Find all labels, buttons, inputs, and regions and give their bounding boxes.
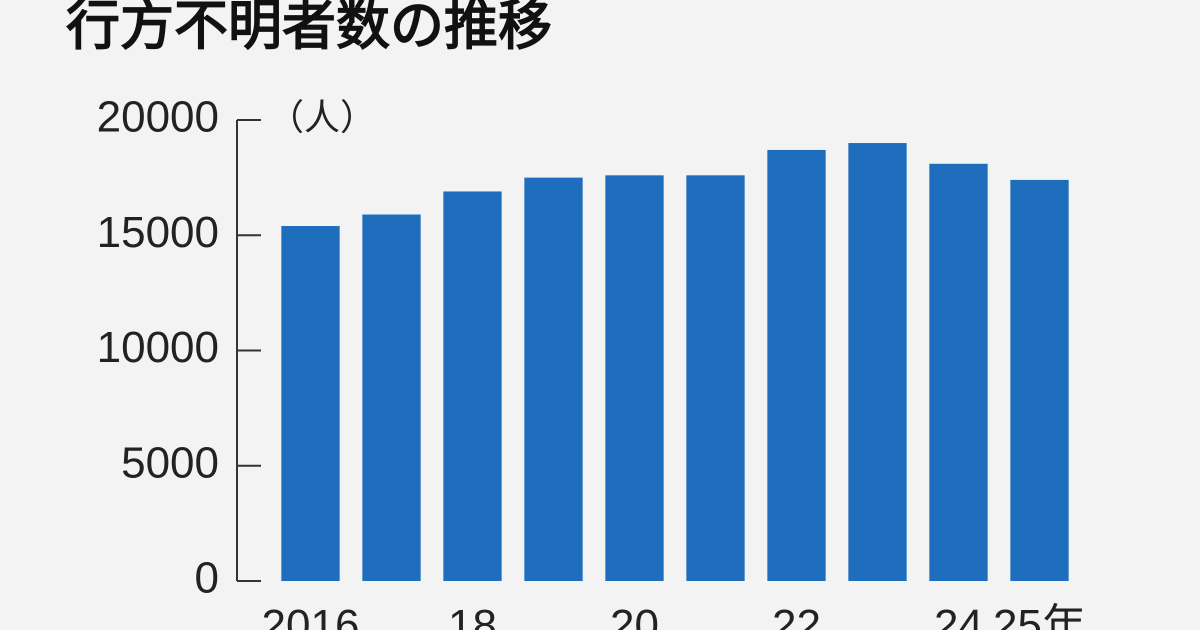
bar xyxy=(443,191,502,581)
bar xyxy=(605,175,664,581)
chart-title: 行方不明者数の推移 xyxy=(66,0,552,56)
x-tick-label: 25年 xyxy=(993,601,1086,630)
bar xyxy=(1010,179,1069,581)
x-tick-label: 24 xyxy=(934,601,983,630)
bar xyxy=(524,177,583,581)
y-axis-unit: （人） xyxy=(268,97,376,138)
x-tick-label: 2016 xyxy=(262,601,360,630)
bar xyxy=(929,163,988,582)
x-tick-label: 22 xyxy=(772,601,821,630)
y-tick-label: 10000 xyxy=(97,323,219,372)
x-tick-label: 18 xyxy=(448,601,497,630)
y-tick-label: 20000 xyxy=(97,93,219,142)
y-tick-label: 0 xyxy=(195,554,219,603)
y-tick-label: 5000 xyxy=(121,438,219,487)
bar xyxy=(686,175,745,581)
bar xyxy=(848,143,907,582)
bar xyxy=(281,226,340,581)
y-tick-label: 15000 xyxy=(97,208,219,257)
x-tick-label: 20 xyxy=(610,601,659,630)
bar xyxy=(362,214,421,581)
bar xyxy=(767,149,826,581)
